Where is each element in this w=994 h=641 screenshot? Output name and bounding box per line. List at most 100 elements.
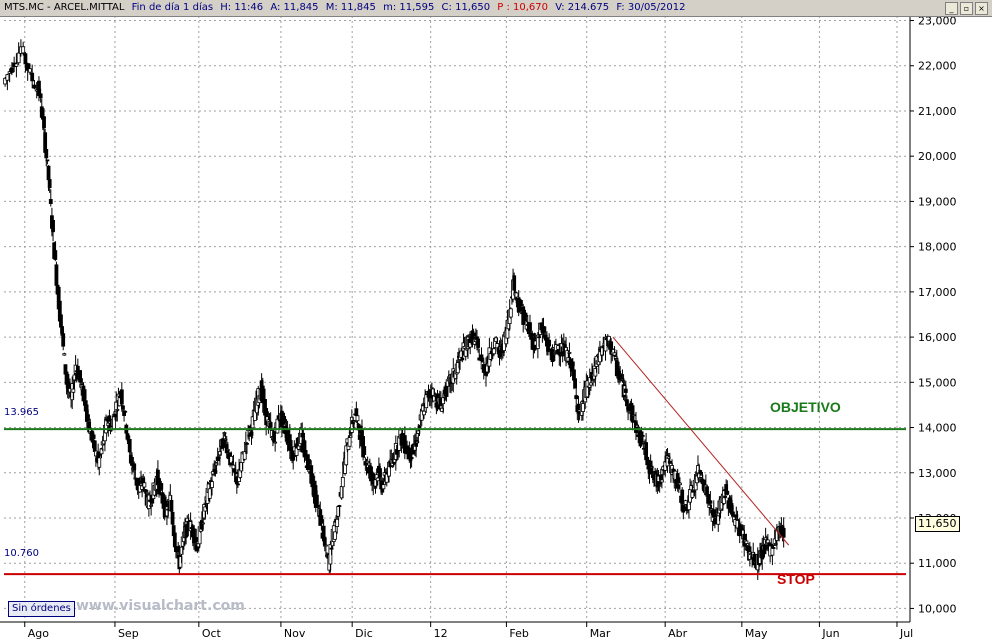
candle-body: [91, 434, 96, 439]
candle-body: [275, 418, 280, 434]
candle-body: [519, 300, 523, 307]
candle-body: [210, 481, 214, 488]
candle-body: [409, 457, 414, 460]
candle-body: [574, 395, 579, 400]
x-tick-label: Mar: [590, 627, 611, 640]
candle-body: [625, 399, 629, 407]
candle-body: [781, 527, 786, 538]
candle-body: [690, 491, 695, 498]
candle-body: [631, 414, 636, 417]
candle-body: [319, 515, 324, 524]
candle-body: [28, 68, 32, 73]
candle-body: [149, 504, 154, 507]
candle-body: [127, 439, 132, 453]
max-label: M: 11,845: [325, 2, 376, 13]
candle-body: [723, 495, 727, 499]
candle-body: [30, 72, 35, 82]
candle-body: [47, 179, 52, 189]
candle-body: [14, 63, 19, 67]
candle-body: [523, 312, 528, 317]
candle-body: [607, 335, 611, 342]
candle-body: [32, 84, 37, 89]
candle-body: [337, 505, 342, 507]
x-tick-label: Sep: [118, 627, 139, 640]
candle-body: [581, 403, 585, 412]
candle-body: [514, 292, 519, 298]
x-tick-label: Nov: [284, 627, 306, 640]
candle-body: [99, 448, 104, 455]
y-tick-label: 11,000: [918, 557, 957, 570]
candle-body: [375, 477, 380, 482]
orders-status-button[interactable]: Sin órdenes: [8, 601, 75, 617]
x-tick-label: Dic: [355, 627, 373, 640]
last-price-badge: 11,650: [915, 516, 960, 532]
candle-body: [169, 499, 174, 512]
x-tick-label: Jun: [821, 627, 839, 640]
y-tick-label: 15,000: [918, 376, 957, 389]
candle-body: [172, 532, 177, 548]
candle-body: [229, 456, 234, 464]
candle-body: [417, 425, 422, 429]
candle-body: [115, 409, 120, 411]
candle-body: [659, 479, 664, 483]
close-icon[interactable]: ×: [975, 2, 988, 15]
candle-body: [62, 353, 67, 356]
candle-body: [683, 500, 688, 505]
candle-body: [231, 464, 236, 469]
x-tick-label: 12: [434, 627, 448, 640]
candle-body: [402, 435, 407, 454]
candle-body: [207, 488, 212, 499]
y-tick-label: 14,000: [918, 422, 957, 435]
candle-body: [9, 67, 14, 73]
y-tick-label: 23,000: [918, 15, 957, 28]
candle-body: [3, 77, 8, 85]
y-tick-label: 10,000: [918, 602, 957, 615]
candle-body: [303, 449, 308, 456]
candle-body: [495, 343, 500, 349]
candle-body: [170, 511, 175, 525]
candle-body: [708, 500, 713, 504]
min-label: m: 11,595: [383, 2, 435, 13]
candle-body: [23, 53, 28, 65]
candle-body: [769, 543, 774, 547]
candle-body: [51, 219, 55, 233]
y-tick-label: 20,000: [918, 150, 957, 163]
stop-value-label: 10.760: [4, 548, 39, 559]
candle-body: [82, 389, 87, 400]
candle-body: [744, 540, 749, 544]
close-label: C: 11,650: [441, 2, 491, 13]
candle-body: [294, 447, 299, 456]
x-tick-label: Ago: [28, 627, 50, 640]
candle-body: [192, 528, 196, 544]
candle-body: [522, 317, 527, 322]
volume-label: V: 214.675: [555, 2, 610, 13]
candle-body: [233, 471, 238, 475]
candle-body: [588, 382, 593, 386]
prev-label: P : 10,670: [497, 2, 549, 13]
candle-body: [97, 457, 102, 468]
candle-body: [132, 463, 137, 471]
date-label: F: 30/05/2012: [616, 2, 686, 13]
symbol-label: MTS.MC - ARCEL.MITTAL: [4, 2, 125, 13]
x-tick-label: Feb: [509, 627, 528, 640]
candle-body: [194, 537, 199, 542]
candle-body: [21, 46, 26, 54]
restore-icon[interactable]: ▫: [960, 2, 973, 15]
candle-body: [242, 451, 247, 460]
objetivo-value-label: 13.965: [4, 407, 39, 418]
candle-body: [547, 339, 552, 347]
downtrend-line[interactable]: [612, 336, 790, 546]
candle-body: [512, 275, 517, 291]
candle-body: [362, 446, 367, 455]
candle-body: [236, 483, 240, 486]
candle-body: [770, 547, 775, 556]
candle-body: [355, 415, 360, 422]
candle-body: [573, 378, 577, 389]
minimize-icon[interactable]: _: [945, 2, 958, 15]
candle-body: [123, 410, 128, 413]
watermark: www.visualchart.com: [76, 598, 245, 614]
y-tick-label: 16,000: [918, 331, 957, 344]
candle-body: [45, 159, 50, 162]
candle-body: [530, 333, 535, 336]
